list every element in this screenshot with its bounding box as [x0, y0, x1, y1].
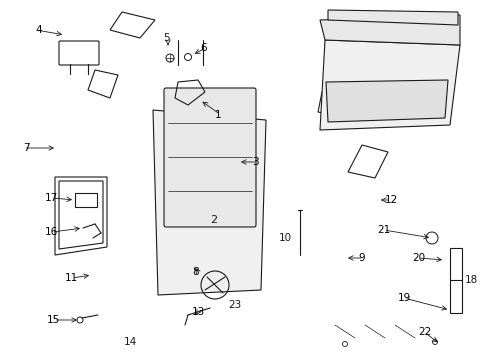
Text: 15: 15	[47, 315, 60, 325]
Text: 22: 22	[417, 327, 430, 337]
Text: 20: 20	[411, 253, 424, 263]
Text: 11: 11	[64, 273, 78, 283]
Bar	[449, 248, 461, 313]
FancyBboxPatch shape	[163, 88, 256, 227]
Text: 18: 18	[464, 275, 477, 285]
Text: 16: 16	[45, 227, 58, 237]
Text: 9: 9	[357, 253, 364, 263]
Text: 10: 10	[278, 233, 291, 243]
Text: 1: 1	[215, 110, 221, 120]
Text: 5: 5	[163, 33, 169, 43]
Polygon shape	[319, 15, 459, 45]
Polygon shape	[319, 40, 459, 130]
Text: 7: 7	[23, 143, 30, 153]
Text: 3: 3	[251, 157, 258, 167]
Text: 6: 6	[200, 43, 206, 53]
Text: 8: 8	[192, 267, 198, 277]
Text: 13: 13	[192, 307, 205, 317]
Polygon shape	[327, 10, 457, 25]
Text: 21: 21	[376, 225, 389, 235]
Text: 17: 17	[45, 193, 58, 203]
Text: 19: 19	[397, 293, 410, 303]
Polygon shape	[153, 110, 265, 295]
Text: 12: 12	[384, 195, 397, 205]
Text: 4: 4	[35, 25, 42, 35]
Text: 14: 14	[123, 337, 136, 347]
Text: 23: 23	[227, 300, 241, 310]
Polygon shape	[325, 80, 447, 122]
Text: 2: 2	[209, 215, 217, 225]
